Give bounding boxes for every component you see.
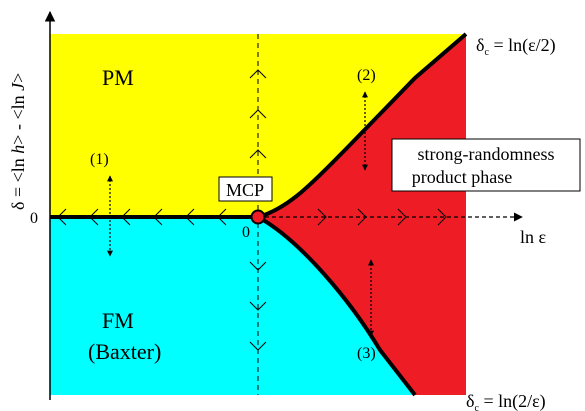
flow-chevron-left-4 bbox=[153, 208, 163, 226]
flow-chevron-right-2 bbox=[357, 208, 367, 226]
x-axis-label: ln ε bbox=[520, 227, 547, 247]
flow-chevron-right-3 bbox=[397, 208, 407, 226]
flow-chevron-up-1 bbox=[249, 69, 267, 79]
flow-chevron-left-1 bbox=[57, 208, 67, 226]
flow-chevron-left-5 bbox=[185, 208, 195, 226]
pm-label: PM bbox=[102, 65, 134, 90]
product-phase-label-line2: product phase bbox=[412, 167, 512, 187]
product-phase-label-box bbox=[391, 138, 581, 192]
mcp-point bbox=[250, 209, 266, 225]
fm-baxter-label: (Baxter) bbox=[88, 339, 161, 364]
fm-label: FM bbox=[102, 308, 134, 333]
flow-chevron-left-3 bbox=[121, 208, 131, 226]
flow-chevron-right-4 bbox=[437, 208, 447, 226]
flow-chevron-up-2 bbox=[249, 109, 267, 119]
upper-phase-boundary bbox=[257, 32, 468, 219]
flow-chevron-down-1 bbox=[249, 261, 267, 271]
flow-chevron-up-3 bbox=[249, 149, 267, 159]
x-zero-label: 0 bbox=[242, 224, 250, 241]
lower-boundary-label: δc = ln(2/ε) bbox=[466, 391, 546, 411]
flow-chevron-left-2 bbox=[89, 208, 99, 226]
mcp-label-box bbox=[218, 176, 273, 202]
marker-1: (1) bbox=[90, 151, 109, 168]
mcp-label: MCP bbox=[226, 180, 264, 200]
marker-3: (3) bbox=[357, 345, 376, 362]
y-zero-label: 0 bbox=[30, 210, 38, 227]
upper-boundary-label: δc = ln(ε/2) bbox=[476, 35, 556, 58]
product-phase-region bbox=[258, 34, 466, 395]
flow-chevron-left-6 bbox=[217, 208, 227, 226]
lower-phase-boundary bbox=[257, 215, 417, 397]
flow-chevron-down-3 bbox=[249, 341, 267, 351]
flow-chevron-down-2 bbox=[249, 301, 267, 311]
flow-chevron-right-1 bbox=[317, 208, 327, 226]
marker-2: (2) bbox=[357, 67, 376, 84]
product-phase-label-line1: strong-randomness bbox=[418, 144, 555, 164]
y-axis-label: δ = <ln h> - <ln J> bbox=[8, 73, 28, 210]
